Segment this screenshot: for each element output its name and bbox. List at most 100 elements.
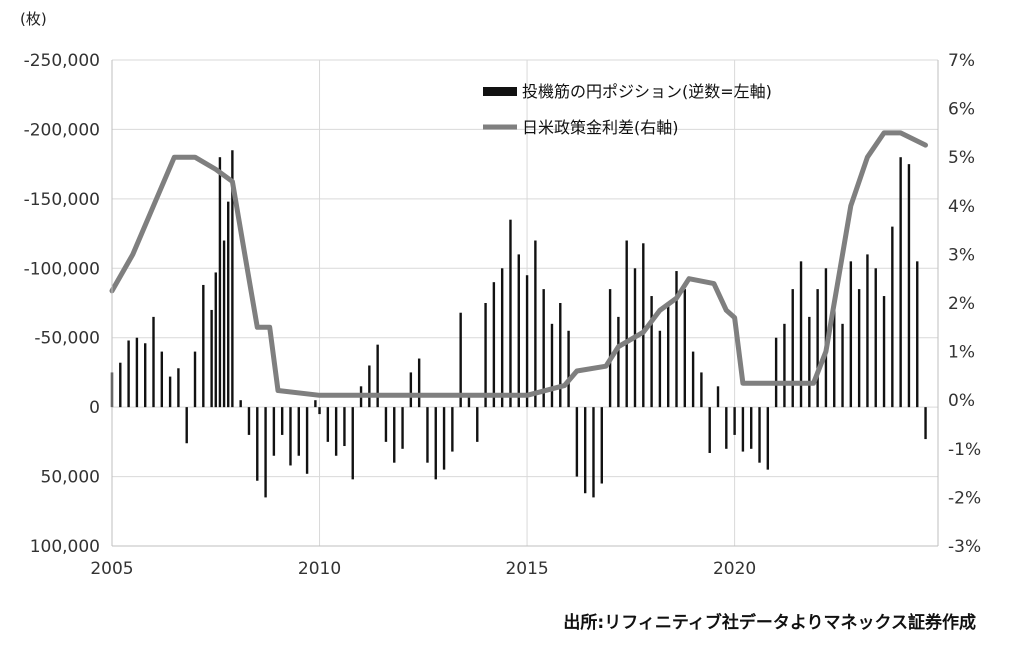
- bar-63: [608, 289, 612, 408]
- bar-7: [168, 376, 172, 408]
- bar-3: [135, 337, 139, 408]
- bar-75: [708, 407, 711, 453]
- bar-29: [326, 407, 330, 442]
- bar-83: [774, 337, 778, 408]
- left-tick-label-7: 100,000: [30, 537, 100, 557]
- bar-97: [891, 226, 894, 408]
- bar-84: [783, 323, 786, 408]
- bar-91: [841, 323, 844, 408]
- bar-53: [525, 275, 529, 408]
- bar-21: [264, 407, 267, 498]
- bar-94: [866, 254, 869, 408]
- bar-90: [833, 303, 836, 408]
- bar-47: [476, 407, 479, 442]
- right-tick-label-6: 1%: [948, 343, 975, 363]
- x-tick-label-0: 2005: [90, 559, 133, 579]
- bar-49: [492, 282, 496, 408]
- bar-88: [816, 289, 819, 408]
- bar-79: [741, 407, 745, 452]
- bar-11: [202, 284, 205, 408]
- bar-34: [368, 365, 371, 408]
- bar-10: [193, 351, 197, 408]
- bar-9: [185, 407, 188, 444]
- right-tick-label-8: -1%: [948, 440, 981, 460]
- legend-bar-label: 投機筋の円ポジション(逆数=左軸): [522, 82, 772, 101]
- bar-24: [289, 407, 292, 466]
- x-tick-label-3: 2020: [713, 559, 756, 579]
- left-axis-ticks: -250,000 -200,000 -150,000 -100,000 -50,000 0…: [24, 51, 100, 557]
- bar-80: [750, 407, 753, 449]
- right-tick-label-4: 3%: [948, 245, 975, 265]
- right-tick-label-0: 7%: [948, 51, 975, 71]
- left-tick-label-1: -200,000: [24, 120, 100, 140]
- left-tick-label-6: 50,000: [41, 468, 100, 488]
- bar-99: [907, 164, 911, 408]
- bar-68: [650, 296, 653, 408]
- bar-38: [401, 407, 404, 449]
- bar-101: [924, 407, 927, 440]
- bar-78: [733, 407, 736, 435]
- bar-59: [575, 407, 579, 477]
- bar-series: [110, 150, 927, 498]
- left-tick-label-2: -150,000: [24, 190, 100, 210]
- bar-67: [642, 243, 645, 408]
- x-tick-label-2: 2015: [505, 559, 548, 579]
- bar-37: [393, 407, 396, 463]
- bar-25: [297, 407, 300, 456]
- right-tick-label-5: 2%: [948, 294, 975, 314]
- bar-31: [343, 407, 346, 447]
- bar-46: [467, 393, 471, 408]
- bar-43: [442, 407, 446, 470]
- bar-30: [334, 407, 338, 456]
- rate-diff-line: [109, 130, 928, 398]
- bar-27: [314, 400, 317, 408]
- bar-42: [434, 407, 437, 480]
- bar-82: [766, 407, 770, 470]
- bar-45: [459, 312, 462, 408]
- bar-74: [700, 372, 703, 408]
- bar-22: [272, 407, 276, 456]
- bar-8: [177, 368, 180, 408]
- bar-98: [899, 157, 902, 408]
- bar-86: [799, 261, 803, 408]
- bar-64: [617, 316, 620, 408]
- bar-36: [384, 407, 388, 442]
- bar-40: [417, 358, 421, 408]
- bar-81: [758, 407, 761, 463]
- source-note: 出所:リフィニティブ社データよりマネックス証券作成: [563, 613, 976, 633]
- bar-93: [857, 289, 861, 408]
- bar-41: [426, 407, 429, 463]
- bar-77: [725, 407, 728, 449]
- bar-44: [451, 407, 454, 452]
- bar-23: [280, 407, 284, 435]
- left-tick-label-5: 0: [89, 398, 100, 418]
- bar-54: [534, 240, 537, 408]
- bar-48: [484, 303, 487, 408]
- bar-19: [247, 407, 251, 435]
- bar-92: [849, 261, 853, 408]
- bar-100: [916, 261, 919, 408]
- bar-73: [691, 351, 695, 408]
- bar-39: [409, 372, 413, 408]
- legend-line-label: 日米政策金利差(右軸): [522, 118, 679, 137]
- right-tick-label-9: -2%: [948, 488, 981, 508]
- bar-15: [222, 240, 226, 408]
- bar-95: [874, 268, 877, 408]
- axes: [111, 60, 939, 547]
- bar-52: [517, 254, 520, 408]
- right-tick-label-2: 5%: [948, 148, 975, 168]
- legend-bar-swatch: [483, 87, 517, 96]
- bar-61: [592, 407, 595, 498]
- right-tick-label-10: -3%: [948, 537, 981, 557]
- right-tick-label-3: 4%: [948, 197, 975, 217]
- bar-2: [127, 340, 130, 408]
- bar-12: [210, 309, 213, 408]
- bar-56: [550, 323, 554, 408]
- bar-62: [600, 407, 603, 484]
- right-tick-label-7: 0%: [948, 391, 975, 411]
- bar-58: [567, 330, 570, 408]
- bar-5: [152, 316, 155, 408]
- bar-26: [305, 407, 309, 474]
- bar-32: [351, 407, 354, 480]
- bar-13: [214, 272, 217, 408]
